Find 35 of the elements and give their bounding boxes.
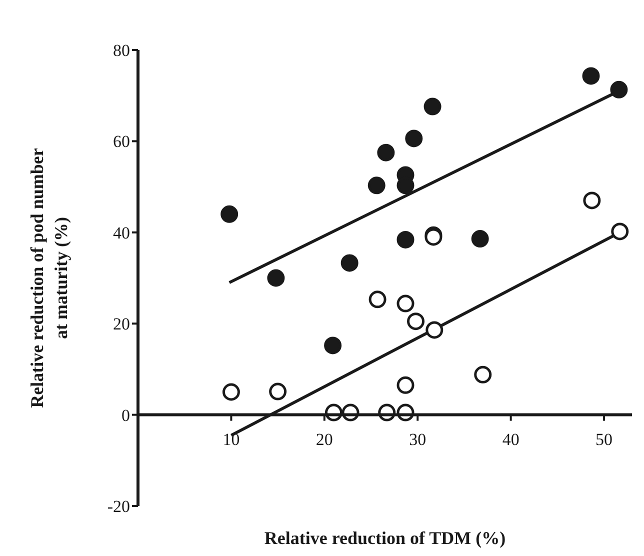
point: [471, 230, 489, 248]
x-tick-label: 10: [222, 430, 240, 449]
point: [407, 312, 425, 330]
point: [368, 176, 386, 194]
point: [474, 366, 492, 384]
x-tick-label: 40: [502, 430, 520, 449]
point: [405, 130, 423, 148]
y-axis-title: Relative reduction of pod number at maturity (%): [27, 148, 71, 408]
y-tick-label: 60: [113, 132, 130, 152]
point: [611, 222, 629, 240]
point: [340, 254, 358, 272]
x-tick-label: 30: [409, 430, 426, 449]
point: [426, 321, 444, 339]
point: [424, 98, 442, 116]
point: [220, 205, 238, 223]
x-tick-label: 50: [596, 430, 613, 449]
y-tick-label: 0: [122, 406, 130, 425]
point: [368, 290, 386, 308]
point: [324, 336, 342, 354]
point: [396, 230, 414, 248]
y-tick-label: 20: [113, 314, 130, 334]
point: [267, 269, 285, 287]
point: [583, 192, 601, 210]
x-axis-title: Relative reduction of TDM (%): [264, 528, 506, 548]
point: [396, 294, 414, 312]
point: [610, 80, 628, 98]
x-tick-label: 20: [316, 430, 333, 449]
point: [396, 376, 414, 394]
point: [582, 67, 600, 85]
point: [222, 383, 240, 401]
y-tick-label: -20: [107, 497, 130, 516]
point: [377, 144, 395, 162]
y-tick-label: 40: [113, 223, 130, 242]
point: [269, 382, 287, 400]
y-tick-label: 80: [113, 41, 130, 60]
